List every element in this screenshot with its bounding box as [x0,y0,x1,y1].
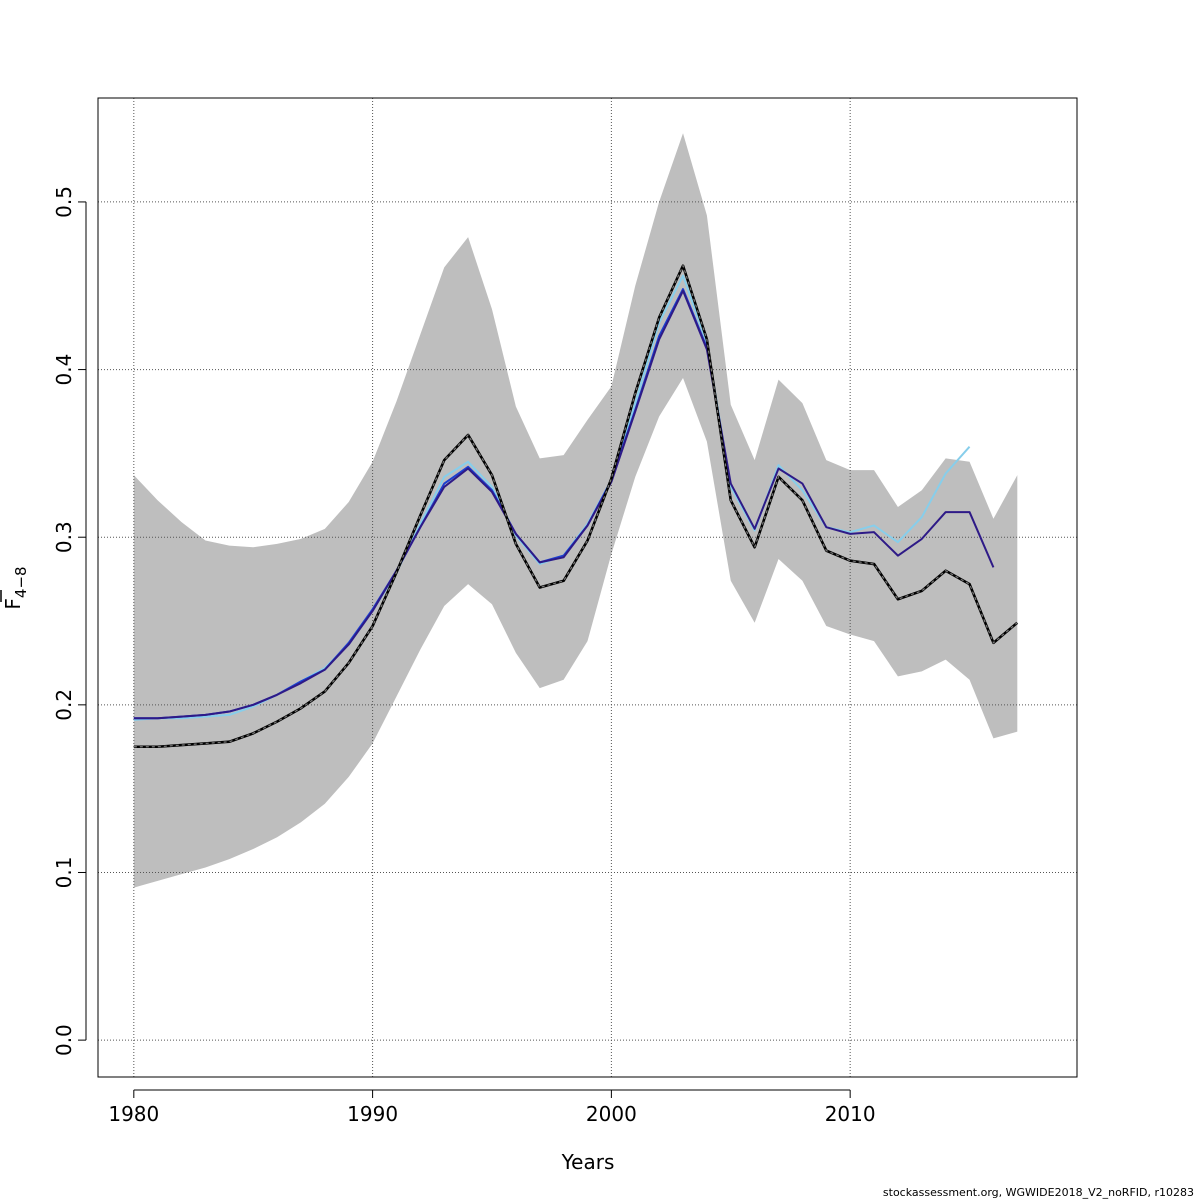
x-tick-label-2010: 2010 [825,1102,876,1126]
axes: 1980 1990 2000 2010 0.0 0.1 0.2 0.3 0.4 0.5 [52,186,876,1126]
x-axis-title: Years [561,1150,615,1174]
y-tick-label-0.5: 0.5 [52,186,76,218]
svg-text:F4−8: F4−8 [1,566,30,609]
footer-source-note: stockassessment.org, WGWIDE2018_V2_noRFI… [882,1186,1194,1199]
series-line-estimate [133,263,1018,748]
y-tick-label-0.1: 0.1 [52,857,76,889]
y-axis-title-sub: 4−8 [12,566,30,598]
y-tick-label-0: 0.0 [52,1024,76,1056]
x-tick-label-2000: 2000 [586,1102,637,1126]
y-tick-label-0.2: 0.2 [52,689,76,721]
plot-frame [97,97,1078,1078]
series-lines [133,263,1019,749]
x-tick-label-1980: 1980 [108,1102,159,1126]
confidence-band-layer [133,133,1018,888]
confidence-band [133,133,1018,888]
series-line-retro-2016 [133,289,995,720]
x-tick-label-1990: 1990 [347,1102,398,1126]
y-tick-label-0.3: 0.3 [52,521,76,553]
y-axis-title-main: F [1,598,25,610]
y-axis-title: F4−8 [0,566,30,610]
y-tick-label-0.4: 0.4 [52,354,76,386]
